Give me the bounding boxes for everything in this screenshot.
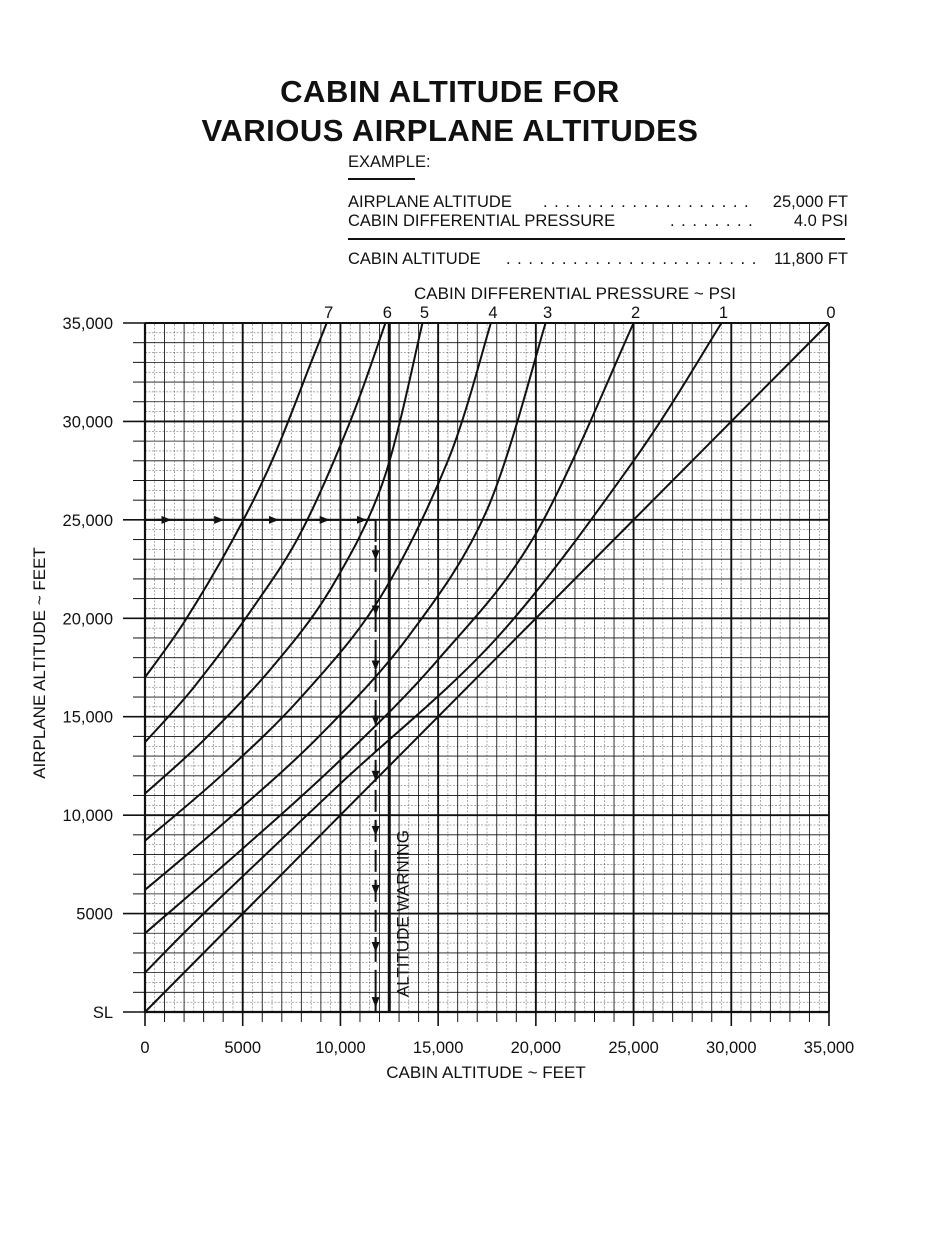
example-result-label: CABIN ALTITUDE: [348, 250, 481, 268]
example-row-label: AIRPLANE ALTITUDE: [348, 193, 512, 211]
altitude-warning-label: ALTITUDE WARNING: [393, 830, 412, 997]
example-row-differential-pressure: CABIN DIFFERENTIAL PRESSURE . . . . . . …: [348, 211, 848, 231]
pressure-curve-1-psi: [144, 322, 723, 974]
curve-label-7-psi: 7: [324, 304, 333, 322]
curve-label-2-psi: 2: [631, 304, 640, 322]
curve-label-5-psi: 5: [420, 304, 429, 322]
pressure-curve-6-psi: [144, 322, 387, 743]
curve-label-6-psi: 6: [383, 304, 392, 322]
y-axis-label: AIRPLANE ALTITUDE ~ FEET: [30, 547, 49, 779]
pressure-curve-0-psi: [144, 322, 830, 1013]
y-tick-label: 15,000: [63, 709, 113, 727]
example-row-cabin-altitude: CABIN ALTITUDE . . . . . . . . . . . . .…: [348, 249, 848, 269]
leader-dots: . . . . . . . .: [670, 212, 754, 230]
x-tick-label: 20,000: [511, 1039, 561, 1057]
pressure-curve-4-psi: [144, 322, 492, 842]
example-row-airplane-altitude: AIRPLANE ALTITUDE . . . . . . . . . . . …: [348, 192, 848, 212]
chart-title-line-1: CABIN ALTITUDE FOR: [280, 74, 620, 109]
y-tick-label: 20,000: [63, 610, 113, 628]
x-tick-label: 10,000: [315, 1039, 365, 1057]
curve-label-1-psi: 1: [719, 304, 728, 322]
pressure-curve-2-psi: [144, 322, 635, 935]
example-heading-underline: [348, 178, 415, 180]
example-heading: EXAMPLE:: [348, 153, 431, 171]
example-row-value: 25,000 FT: [772, 193, 848, 211]
curve-label-0-psi: 0: [826, 304, 835, 322]
axes: [123, 322, 830, 1026]
x-axis-label: CABIN ALTITUDE ~ FEET: [386, 1063, 585, 1082]
example-result-value: 11,800 FT: [774, 250, 848, 268]
chart-title-line-2: VARIOUS AIRPLANE ALTITUDES: [201, 113, 699, 148]
curve-label-4-psi: 4: [488, 304, 497, 322]
y-tick-label: 5000: [76, 906, 113, 924]
y-tick-label: 30,000: [63, 413, 113, 431]
x-tick-label: 0: [140, 1039, 149, 1057]
x-tick-label: 15,000: [413, 1039, 463, 1057]
pressure-curve-7-psi: [144, 322, 328, 678]
top-axis-title: CABIN DIFFERENTIAL PRESSURE ~ PSI: [414, 284, 736, 303]
y-tick-label: SL: [93, 1004, 113, 1022]
example-divider: [348, 238, 845, 240]
example-row-label: CABIN DIFFERENTIAL PRESSURE: [348, 212, 616, 230]
leader-dots: . . . . . . . . . . . . . . . . . . .: [543, 193, 750, 211]
x-tick-label: 25,000: [608, 1039, 658, 1057]
pressure-curve-3-psi: [144, 322, 547, 891]
x-tick-label: 35,000: [804, 1039, 854, 1057]
example-path: [145, 515, 380, 1012]
leader-dots: . . . . . . . . . . . . . . . . . . . . …: [506, 250, 758, 268]
pressure-curves: [144, 322, 830, 1013]
y-tick-label: 10,000: [63, 807, 113, 825]
curve-label-3-psi: 3: [543, 304, 552, 322]
example-row-value: 4.0 PSI: [793, 212, 848, 230]
y-tick-label: 35,000: [63, 315, 113, 333]
y-tick-label: 25,000: [63, 512, 113, 530]
pressure-curve-5-psi: [144, 322, 424, 795]
x-tick-label: 30,000: [706, 1039, 756, 1057]
chart-labels: SL 5000 10,000 15,000 20,000 25,000 30,000 35,0…: [30, 284, 854, 1082]
x-tick-label: 5000: [224, 1039, 261, 1057]
